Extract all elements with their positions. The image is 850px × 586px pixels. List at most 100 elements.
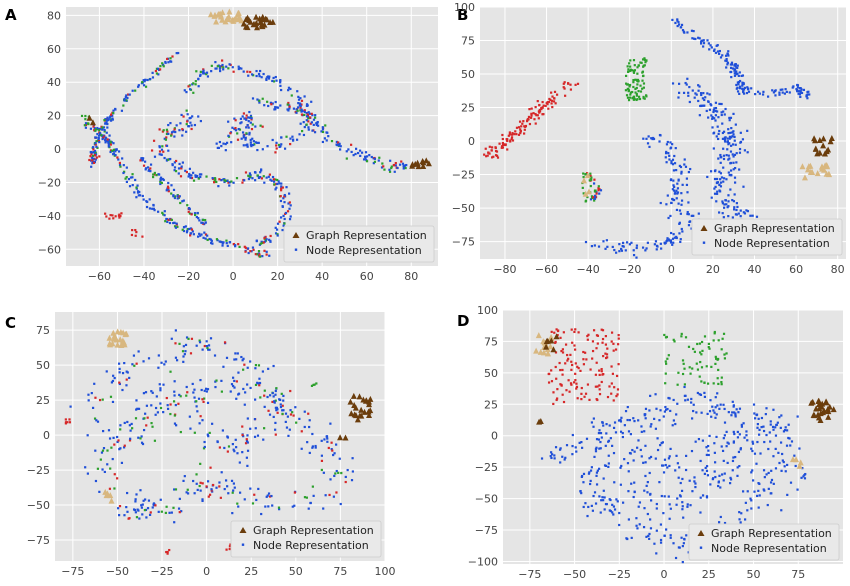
node-point: [775, 423, 778, 427]
node-point: [226, 485, 229, 488]
node-point: [232, 70, 235, 73]
node-point: [118, 161, 122, 165]
node-point: [315, 382, 318, 385]
graph-point: [820, 142, 827, 149]
node-point: [128, 439, 132, 442]
node-point: [211, 242, 214, 245]
node-point: [680, 203, 683, 206]
node-point: [99, 132, 102, 135]
node-point: [179, 175, 183, 178]
node-point: [92, 157, 95, 160]
node-point: [675, 413, 678, 416]
node-point: [120, 212, 123, 215]
node-point: [309, 501, 312, 505]
node-point: [665, 161, 668, 164]
node-point: [617, 419, 621, 422]
node-point: [688, 85, 691, 89]
node-point: [344, 475, 347, 479]
node-point: [742, 211, 745, 214]
node-point: [518, 120, 522, 123]
node-point: [635, 524, 638, 527]
node-point: [754, 92, 757, 96]
node-point: [312, 123, 315, 127]
node-point: [718, 521, 721, 524]
node-point: [232, 489, 235, 492]
node-point: [142, 428, 146, 432]
node-point: [631, 448, 634, 452]
node-point: [188, 167, 191, 170]
node-point: [215, 486, 218, 489]
node-point: [245, 126, 248, 129]
node-point: [220, 390, 223, 393]
node-point: [593, 455, 596, 458]
node-point: [792, 85, 795, 88]
node-point: [673, 185, 676, 189]
node-point: [745, 209, 748, 212]
node-point: [725, 430, 728, 433]
node-point: [692, 347, 695, 351]
node-point: [643, 489, 646, 492]
node-point: [542, 104, 545, 107]
graph-point: [414, 159, 421, 166]
node-point: [145, 424, 148, 427]
node-point: [623, 458, 626, 461]
node-point: [668, 455, 671, 458]
node-point: [601, 329, 605, 332]
node-point: [563, 458, 566, 461]
x-tick-label: −25: [608, 568, 631, 581]
node-point: [354, 152, 357, 156]
node-point: [561, 368, 564, 372]
node-point: [205, 340, 208, 343]
node-point: [609, 437, 612, 440]
node-point: [600, 436, 603, 439]
node-point: [638, 523, 641, 526]
node-point: [635, 517, 638, 520]
node-point: [733, 176, 737, 179]
node-point: [719, 178, 722, 181]
node-point: [654, 393, 657, 396]
node-point: [676, 187, 680, 190]
node-point: [644, 61, 647, 64]
node-point: [693, 480, 696, 483]
node-point: [722, 166, 725, 169]
node-point: [289, 87, 292, 91]
node-point: [255, 69, 258, 73]
node-point: [279, 403, 282, 406]
node-point: [698, 393, 701, 396]
node-point: [712, 131, 716, 134]
node-point: [218, 485, 221, 488]
node-point: [685, 534, 688, 537]
node-point: [490, 156, 494, 159]
node-point: [608, 385, 611, 388]
node-point: [703, 381, 706, 384]
y-tick-label: 100: [454, 1, 475, 14]
node-point: [580, 441, 583, 444]
node-point: [190, 228, 194, 231]
graph-point: [260, 16, 267, 23]
node-point: [558, 448, 562, 451]
graph-point: [425, 160, 432, 167]
node-point: [601, 421, 604, 424]
node-point: [152, 204, 155, 207]
node-point: [206, 433, 209, 436]
node-point: [164, 220, 167, 223]
node-point: [576, 365, 579, 368]
node-point: [237, 65, 240, 68]
node-point: [573, 344, 576, 347]
node-point: [172, 194, 175, 197]
node-point: [109, 141, 112, 144]
node-point: [233, 379, 236, 383]
node-point: [767, 471, 770, 475]
node-point: [639, 90, 643, 93]
node-point: [135, 516, 139, 519]
node-point: [709, 399, 712, 402]
node-point: [808, 93, 811, 96]
node-point: [712, 49, 716, 52]
node-point: [149, 511, 152, 514]
node-point: [232, 482, 235, 485]
node-point: [254, 141, 257, 144]
node-point: [273, 400, 276, 403]
node-point: [268, 413, 272, 416]
node-point: [165, 505, 168, 508]
node-point: [580, 398, 583, 401]
